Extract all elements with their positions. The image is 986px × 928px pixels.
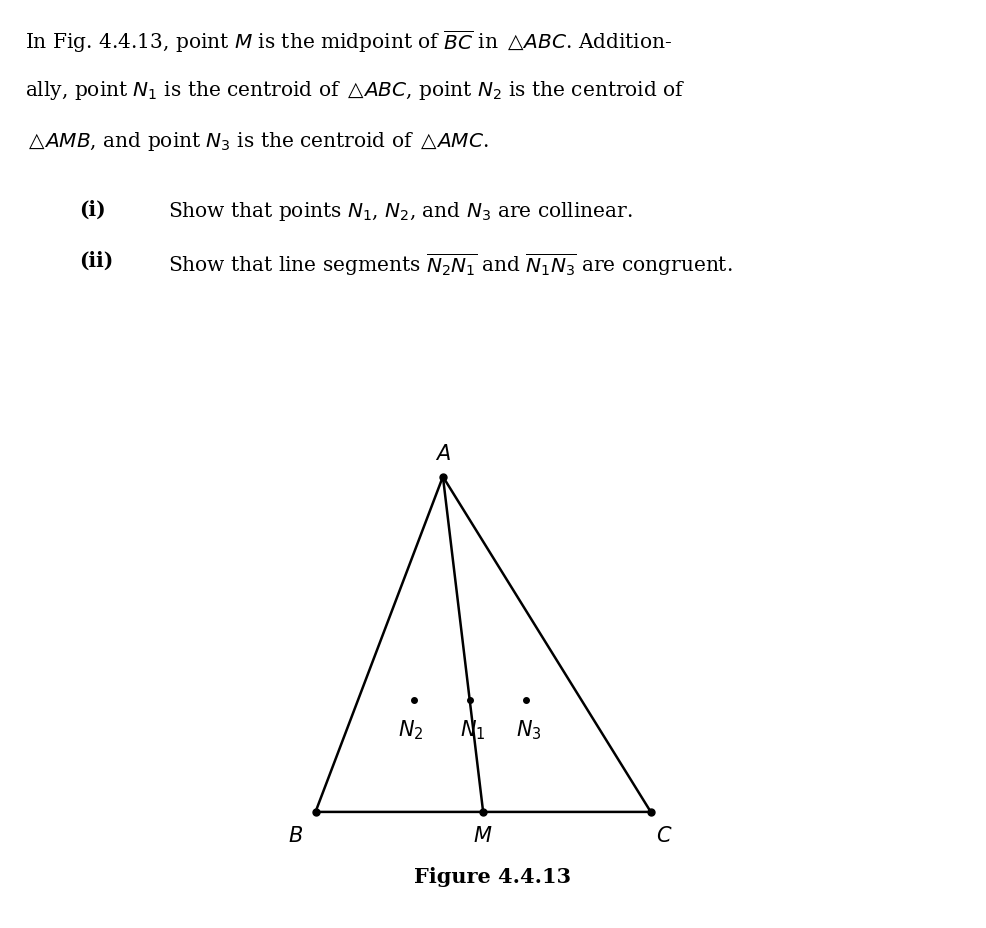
Text: Show that points $N_1$, $N_2$, and $N_3$ are collinear.: Show that points $N_1$, $N_2$, and $N_3$…	[168, 200, 632, 223]
Text: $B$: $B$	[288, 825, 303, 845]
Text: $N_1$: $N_1$	[460, 717, 486, 741]
Text: (i): (i)	[79, 200, 106, 220]
Text: (ii): (ii)	[79, 251, 113, 271]
Text: $N_3$: $N_3$	[516, 717, 541, 741]
Text: ally, point $N_1$ is the centroid of $\triangle$$\!ABC$, point $N_2$ is the cent: ally, point $N_1$ is the centroid of $\t…	[25, 79, 685, 102]
Text: In Fig. 4.4.13, point $M$ is the midpoint of $\overline{BC}$ in $\triangle$$\!AB: In Fig. 4.4.13, point $M$ is the midpoin…	[25, 28, 672, 55]
Text: $M$: $M$	[473, 825, 493, 845]
Text: Figure 4.4.13: Figure 4.4.13	[414, 866, 572, 886]
Text: $\triangle$$\!AMB$, and point $N_3$ is the centroid of $\triangle$$\!AMC$.: $\triangle$$\!AMB$, and point $N_3$ is t…	[25, 130, 488, 153]
Text: $N_2$: $N_2$	[397, 717, 423, 741]
Text: $A$: $A$	[435, 444, 451, 464]
Text: Show that line segments $\overline{N_2N_1}$ and $\overline{N_1N_3}$ are congruen: Show that line segments $\overline{N_2N_…	[168, 251, 733, 277]
Text: $C$: $C$	[656, 825, 672, 845]
